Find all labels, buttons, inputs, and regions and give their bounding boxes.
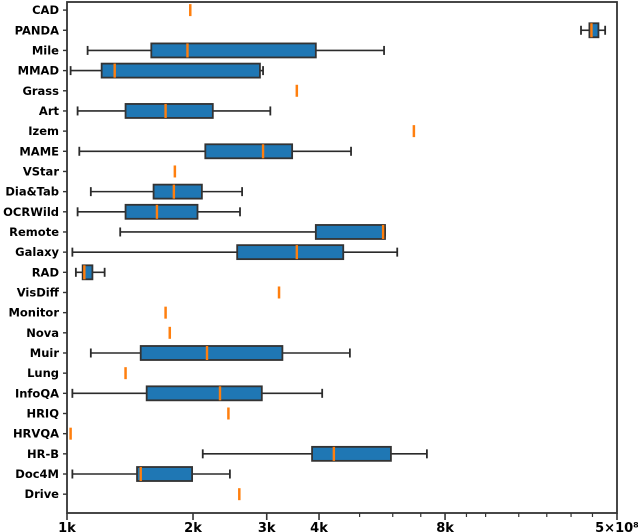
y-category-label: Galaxy <box>15 245 59 259</box>
y-category-label: Doc4M <box>15 467 59 481</box>
x-tick-label: 2k <box>184 521 202 532</box>
x-tick-label: 5×10⁸ <box>595 521 638 532</box>
y-category-label: MAME <box>19 144 59 158</box>
box-Galaxy <box>236 244 345 261</box>
box-Mile <box>150 42 317 59</box>
y-category-label: HR-B <box>27 447 59 461</box>
box-MAME <box>204 143 294 160</box>
y-category-label: PANDA <box>15 23 59 37</box>
y-category-label: CAD <box>32 3 59 17</box>
y-category-label: Remote <box>9 225 59 239</box>
x-tick-label: 3k <box>258 521 276 532</box>
y-category-label: VisDiff <box>17 285 60 299</box>
box-Muir <box>139 345 284 361</box>
x-tick-label: 1k <box>58 521 76 532</box>
box-Remote <box>314 224 386 240</box>
x-tick-label: 8k <box>436 521 454 532</box>
y-category-label: Drive <box>25 487 60 501</box>
y-category-label: VStar <box>23 164 59 178</box>
x-tick-label: 4k <box>310 521 328 532</box>
box-OCRWild <box>124 203 199 220</box>
y-category-label: Muir <box>30 346 60 360</box>
box-HR-B <box>311 445 392 462</box>
y-category-label: OCRWild <box>3 205 59 219</box>
plot-frame <box>66 1 618 514</box>
y-category-label: HRIQ <box>26 407 59 421</box>
y-category-label: Grass <box>22 84 59 98</box>
box-MMAD <box>100 62 261 79</box>
y-category-label: Nova <box>26 326 59 340</box>
y-category-label: MMAD <box>18 64 59 78</box>
box-PANDA <box>588 22 600 39</box>
y-category-label: Monitor <box>8 306 59 320</box>
y-category-label: HRVQA <box>13 427 59 441</box>
y-category-label: Lung <box>27 366 59 380</box>
box-Dia&Tab <box>152 183 203 200</box>
box-RAD <box>81 264 94 281</box>
y-category-label: Mile <box>32 43 59 57</box>
y-category-label: InfoQA <box>15 386 59 400</box>
box-InfoQA <box>145 385 263 402</box>
y-category-label: Izem <box>28 124 59 138</box>
y-category-label: Dia&Tab <box>5 185 59 199</box>
box-Art <box>124 103 214 119</box>
y-category-label: RAD <box>32 265 59 279</box>
y-category-label: Art <box>39 104 60 118</box>
box-Doc4M <box>136 466 194 482</box>
